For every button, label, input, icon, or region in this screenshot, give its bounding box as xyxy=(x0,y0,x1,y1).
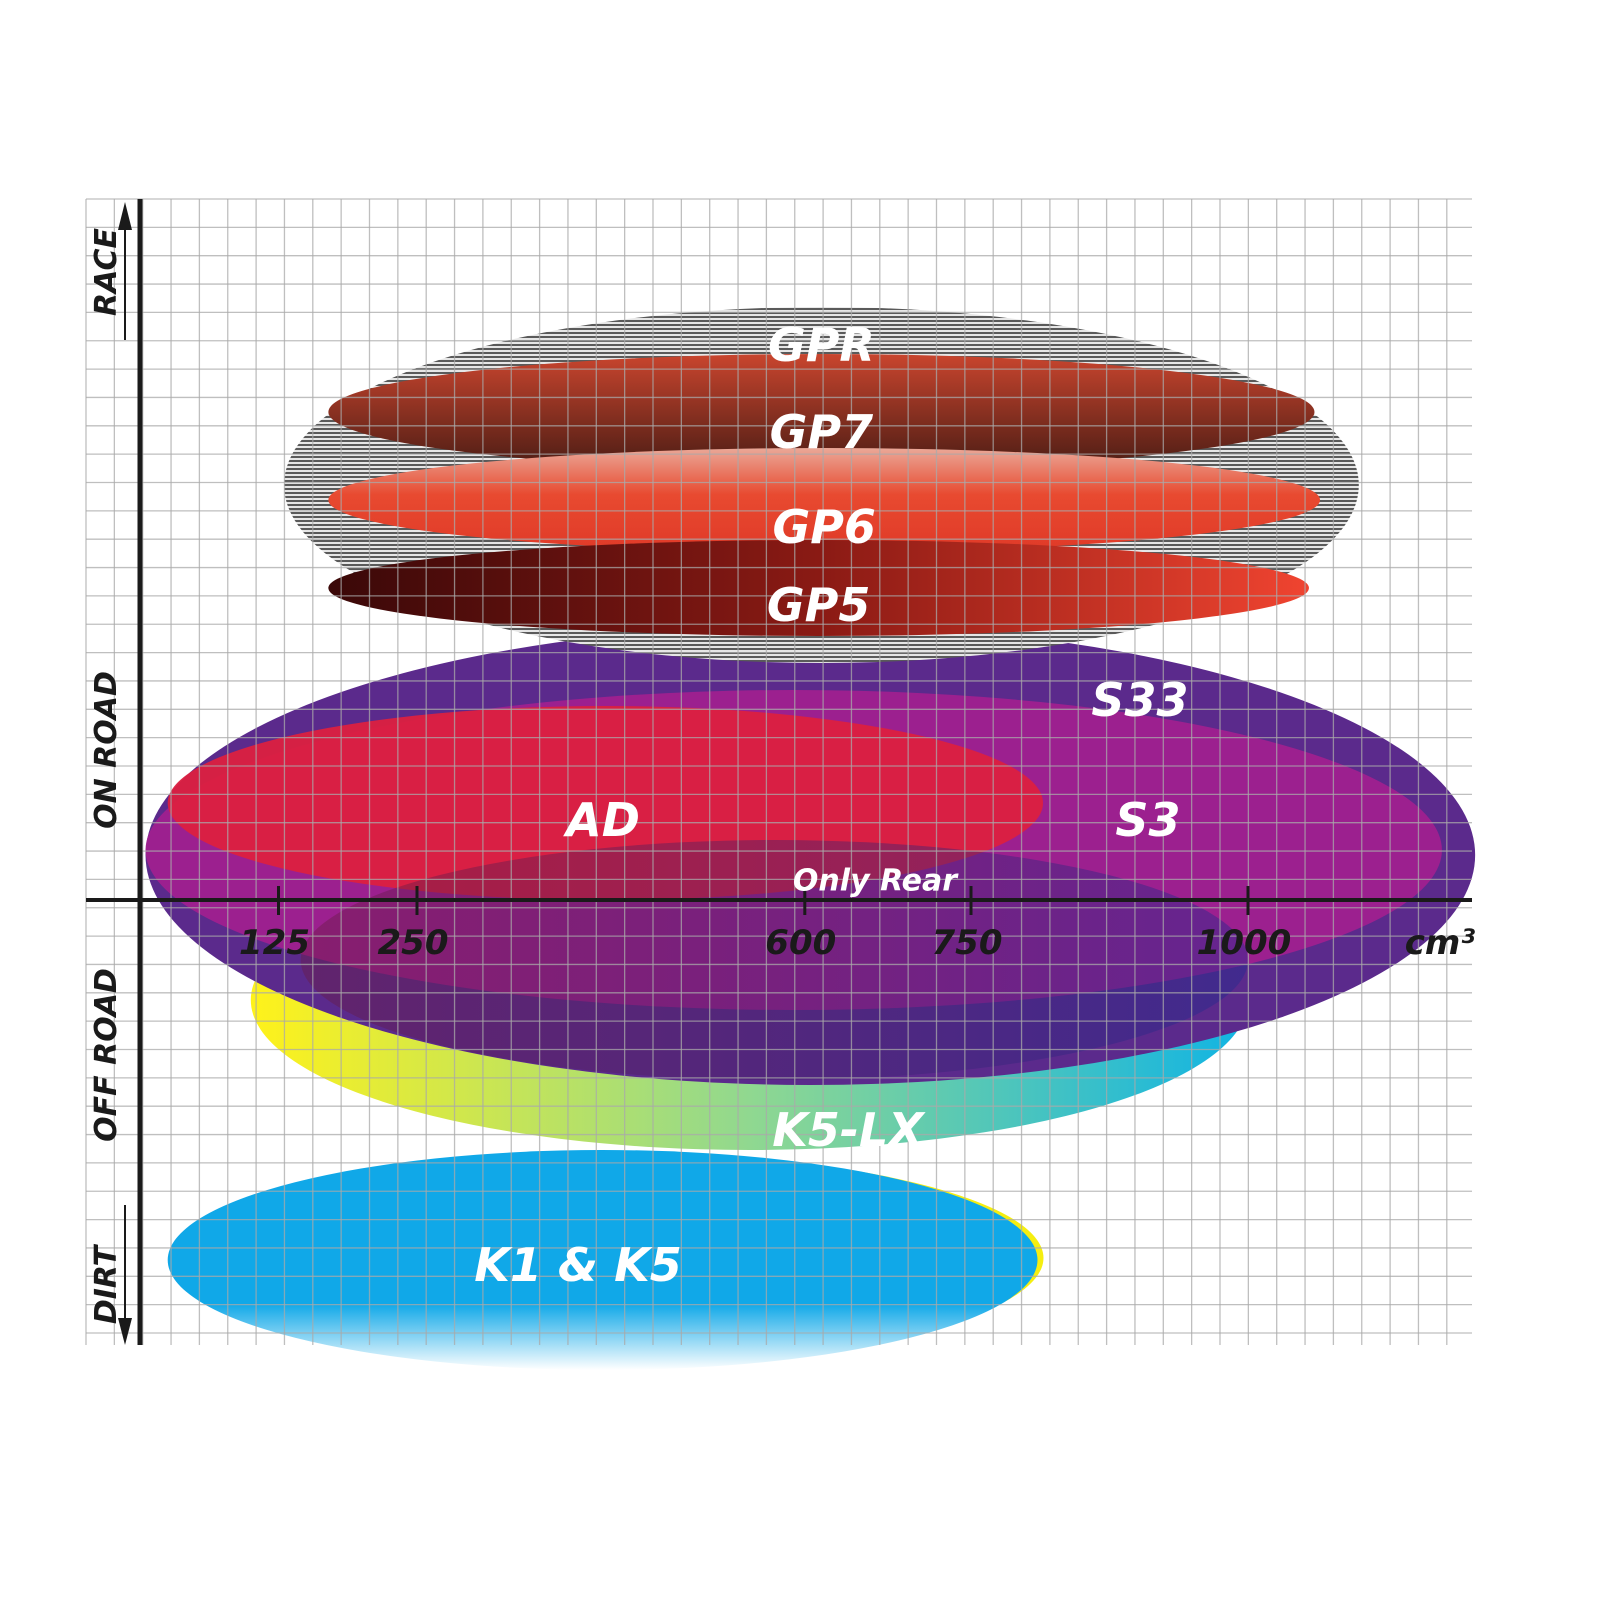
series-label: AD xyxy=(563,793,640,847)
y-axis-label-off-road: OFF ROAD xyxy=(89,968,124,1142)
series-label: Only Rear xyxy=(793,864,959,899)
arrow-down-icon xyxy=(118,1318,132,1345)
x-tick-label: 600 xyxy=(765,923,836,963)
series-label: K5-LX xyxy=(772,1103,926,1157)
y-axis-label-race: RACE xyxy=(89,228,124,316)
x-unit-label: cm³ xyxy=(1405,923,1476,963)
series-label: S33 xyxy=(1091,673,1188,727)
x-tick-label: 125 xyxy=(239,923,310,963)
y-axis-label-on-road: ON ROAD xyxy=(89,671,124,829)
series-label: GP7 xyxy=(770,405,873,459)
x-tick-label: 1000 xyxy=(1197,923,1292,963)
series-label: K1 & K5 xyxy=(474,1238,681,1292)
series-label: GPR xyxy=(768,318,875,372)
range-ellipse-gp7 xyxy=(328,354,1315,470)
range-ellipse-k1-k5 xyxy=(167,1150,1038,1370)
series-label: GP6 xyxy=(772,500,875,554)
x-tick-label: 750 xyxy=(932,923,1003,963)
grid xyxy=(85,198,1472,1345)
x-tick-label: 250 xyxy=(378,923,449,963)
series-label: S3 xyxy=(1115,793,1180,847)
y-axis-label-dirt: DIRT xyxy=(89,1243,124,1324)
arrow-up-icon xyxy=(118,202,132,230)
range-ellipse-gp5 xyxy=(328,540,1309,636)
range-ellipse-gp6 xyxy=(328,448,1321,552)
series-label: GP5 xyxy=(767,578,870,632)
